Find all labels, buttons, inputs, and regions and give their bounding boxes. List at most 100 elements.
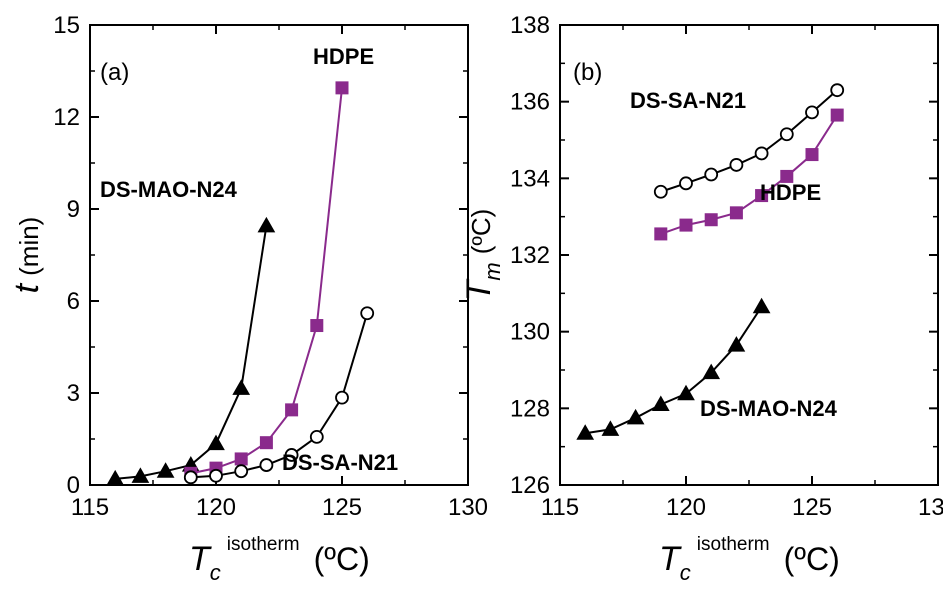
x-axis-unit: (ºC) bbox=[784, 541, 840, 577]
chart-panel-b: 115 120 125 130 126 128 130 132 134 136 138 (b) DS-S… bbox=[460, 12, 943, 585]
data-point-circle bbox=[729, 158, 744, 172]
series-label: DS-MAO-N24 bbox=[700, 396, 838, 421]
y-tick-label: 128 bbox=[510, 395, 550, 422]
x-axis-superscript: isotherm bbox=[227, 534, 300, 555]
y-axis-symbol: T bbox=[460, 278, 498, 301]
x-tick-label: 125 bbox=[792, 494, 832, 521]
series-hdpe bbox=[184, 81, 349, 480]
data-point-circle bbox=[309, 429, 324, 444]
data-point-circle bbox=[653, 184, 668, 199]
x-axis-unit: (ºC) bbox=[314, 541, 370, 577]
x-axis-symbol: T bbox=[659, 540, 682, 578]
data-point-triangle bbox=[677, 384, 695, 401]
data-point-circle bbox=[805, 105, 819, 120]
y-tick-label: 12 bbox=[53, 104, 80, 131]
series-ds-sa-n21 bbox=[183, 306, 375, 485]
x-axis-symbol: T bbox=[189, 540, 212, 578]
data-point-circle bbox=[234, 464, 249, 479]
data-point-circle bbox=[704, 167, 719, 182]
x-tick-label: 130 bbox=[448, 494, 488, 521]
data-point-circle bbox=[679, 176, 693, 191]
chart-panel-a: 115 120 125 130 0 3 6 9 12 15 (a) DS-MAO-N24 HDPE DS-… bbox=[8, 12, 488, 585]
data-point-triangle bbox=[156, 462, 175, 478]
series-ds-mao-n24 bbox=[106, 216, 276, 486]
x-axis-label: Tc isotherm (ºC) bbox=[659, 534, 840, 585]
x-tick-label: 120 bbox=[666, 494, 706, 521]
data-point-triangle bbox=[257, 216, 276, 233]
y-tick-label: 138 bbox=[510, 12, 550, 39]
data-point-square bbox=[830, 108, 844, 122]
panel-label: (b) bbox=[573, 59, 602, 86]
data-point-circle bbox=[209, 468, 223, 483]
data-point-triangle bbox=[207, 434, 225, 451]
x-axis-subscript: c bbox=[680, 560, 691, 585]
data-point-triangle bbox=[232, 379, 251, 395]
y-tick-label: 3 bbox=[67, 380, 80, 407]
data-point-square bbox=[335, 81, 349, 95]
series-label: HDPE bbox=[313, 44, 374, 69]
data-point-triangle bbox=[601, 420, 620, 436]
data-point-triangle bbox=[702, 363, 721, 380]
y-tick-label: 132 bbox=[510, 242, 550, 269]
series-hdpe bbox=[654, 108, 844, 241]
data-point-triangle bbox=[131, 467, 150, 483]
series-ds-sa-n21 bbox=[653, 83, 845, 199]
series-label: DS-SA-N21 bbox=[630, 88, 746, 113]
x-axis-label: Tc isotherm (ºC) bbox=[189, 534, 370, 585]
x-tick-label: 130 bbox=[918, 494, 943, 521]
y-axis-unit: (min) bbox=[14, 217, 44, 276]
series-label: DS-SA-N21 bbox=[282, 450, 398, 475]
data-point-circle bbox=[335, 390, 349, 405]
data-point-triangle bbox=[651, 395, 670, 411]
series-label: HDPE bbox=[760, 180, 821, 205]
data-point-circle bbox=[284, 448, 299, 462]
y-tick-label: 15 bbox=[53, 12, 80, 39]
series-label: DS-MAO-N24 bbox=[100, 177, 238, 202]
x-tick-label: 125 bbox=[322, 494, 362, 521]
data-point-circle bbox=[754, 146, 769, 161]
x-tick-label: 115 bbox=[541, 494, 579, 521]
data-point-circle bbox=[360, 306, 375, 321]
data-point-circle bbox=[259, 458, 274, 472]
x-tick-label: 120 bbox=[196, 494, 236, 521]
data-point-square bbox=[704, 213, 718, 227]
panel-label: (a) bbox=[100, 59, 129, 86]
data-point-square bbox=[780, 169, 794, 183]
x-axis-subscript: c bbox=[210, 560, 221, 585]
series-line bbox=[190, 87, 343, 475]
series-line bbox=[660, 114, 839, 235]
data-point-square bbox=[755, 189, 769, 203]
y-axis-subscript: m bbox=[480, 262, 505, 280]
y-tick-label: 0 bbox=[67, 472, 80, 499]
y-tick-label: 134 bbox=[510, 165, 550, 192]
plot-frame bbox=[89, 24, 469, 486]
data-point-triangle bbox=[106, 469, 125, 486]
data-point-square bbox=[654, 227, 668, 241]
y-tick-label: 130 bbox=[510, 319, 550, 346]
data-point-circle bbox=[183, 470, 198, 485]
data-point-triangle bbox=[727, 336, 746, 352]
series-ds-mao-n24 bbox=[576, 297, 771, 440]
y-tick-label: 136 bbox=[510, 89, 550, 116]
data-point-square bbox=[234, 452, 248, 466]
y-tick-label: 126 bbox=[510, 472, 550, 499]
x-tick-label: 115 bbox=[71, 494, 109, 521]
data-point-triangle bbox=[576, 424, 595, 440]
data-point-square bbox=[310, 319, 324, 333]
data-point-circle bbox=[779, 127, 794, 142]
data-point-square bbox=[729, 206, 743, 220]
y-axis-symbol: t bbox=[8, 282, 46, 293]
y-tick-label: 9 bbox=[67, 196, 80, 223]
data-point-circle bbox=[830, 83, 845, 98]
series-line bbox=[115, 225, 268, 480]
data-point-square bbox=[805, 148, 819, 162]
data-point-triangle bbox=[752, 297, 771, 314]
y-tick-label: 6 bbox=[67, 288, 80, 315]
y-axis-label: Tm (ºC) bbox=[460, 209, 505, 302]
y-axis-unit: (ºC) bbox=[466, 209, 496, 255]
y-axis-label: t (min) bbox=[8, 217, 46, 294]
data-point-square bbox=[259, 436, 273, 450]
data-point-triangle bbox=[626, 408, 645, 425]
x-axis-superscript: isotherm bbox=[697, 534, 770, 555]
